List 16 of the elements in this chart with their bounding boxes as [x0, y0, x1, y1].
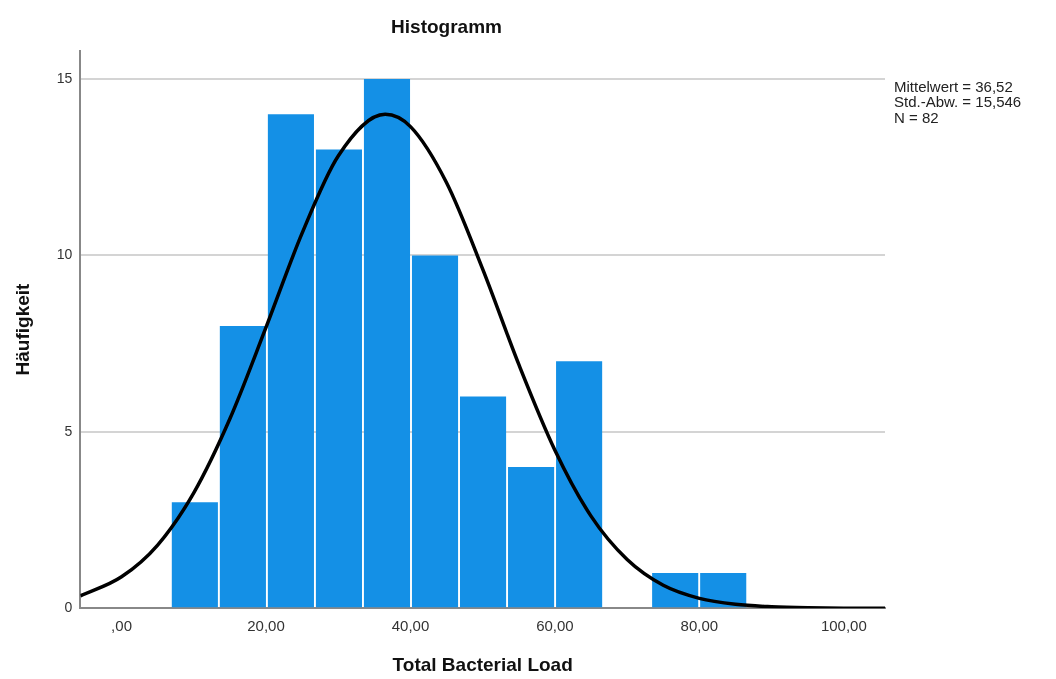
x-axis-title: Total Bacterial Load — [392, 653, 573, 675]
y-tick-label: 10 — [56, 246, 73, 263]
y-tick-label: 5 — [64, 422, 73, 439]
text: Std.-Abw. = 15,546 — [894, 93, 1022, 111]
text: N = 82 — [894, 108, 939, 126]
y-tick-label: 15 — [56, 69, 73, 86]
x-tick-label: 40,00 — [391, 617, 430, 635]
x-tick-label: 60,00 — [536, 617, 574, 635]
y-axis-title: Häufigkeit — [11, 282, 33, 376]
chart-title: Histogramm — [391, 15, 502, 37]
x-tick-label: ,00 — [111, 617, 132, 635]
x-tick-label: 80,00 — [680, 617, 719, 635]
y-tick-label: 0 — [64, 599, 73, 616]
x-tick-label: 100,00 — [820, 617, 867, 635]
text: Mittelwert = 36,52 — [894, 77, 1013, 95]
x-tick-label: 20,00 — [247, 617, 285, 635]
